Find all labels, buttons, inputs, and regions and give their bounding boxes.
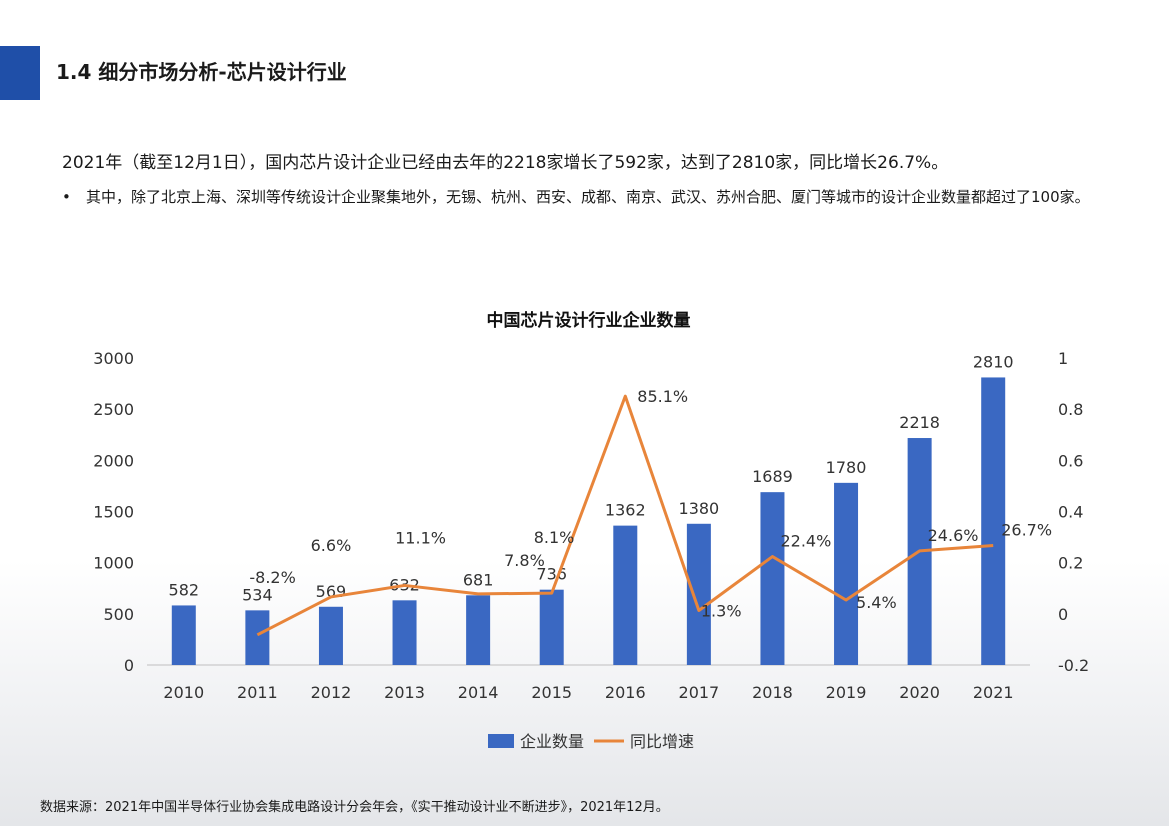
x-tick-label: 2015 xyxy=(531,683,572,702)
bar-value-label: 582 xyxy=(169,580,200,599)
bar xyxy=(466,595,491,665)
legend-bar-label: 企业数量 xyxy=(520,732,584,751)
x-tick-label: 2016 xyxy=(605,683,646,702)
growth-rate-label: 26.7% xyxy=(1001,521,1052,540)
intro-bullet-text: 其中，除了北京上海、深圳等传统设计企业聚集地外，无锡、杭州、西安、成都、南京、武… xyxy=(86,188,1090,206)
x-tick-label: 2010 xyxy=(163,683,204,702)
bar xyxy=(171,605,196,665)
growth-rate-label: -8.2% xyxy=(249,568,295,587)
growth-rate-label: 6.6% xyxy=(311,536,352,555)
y-left-tick-label: 1500 xyxy=(93,503,134,522)
growth-rate-label: 24.6% xyxy=(928,526,979,545)
y-left-tick-label: 3000 xyxy=(93,349,134,368)
bar xyxy=(834,482,859,665)
bar xyxy=(981,377,1006,665)
growth-rate-label: 8.1% xyxy=(534,528,575,547)
bullet-dot-icon: • xyxy=(62,188,71,206)
y-right-tick-label: 0.4 xyxy=(1058,503,1083,522)
bar xyxy=(539,589,564,665)
bar xyxy=(686,523,711,665)
y-right-tick-label: 0.2 xyxy=(1058,554,1083,573)
growth-rate-label: 85.1% xyxy=(637,387,688,406)
y-right-tick-label: 1 xyxy=(1058,349,1068,368)
x-tick-label: 2012 xyxy=(311,683,352,702)
bar-value-label: 534 xyxy=(242,585,273,604)
legend-line-label: 同比增速 xyxy=(630,732,694,751)
bar xyxy=(318,606,343,665)
y-right-tick-label: -0.2 xyxy=(1058,656,1089,675)
x-tick-label: 2011 xyxy=(237,683,278,702)
bar-value-label: 681 xyxy=(463,570,494,589)
bar xyxy=(245,610,270,665)
y-left-tick-label: 2500 xyxy=(93,400,134,419)
data-source-note: 数据来源：2021年中国半导体行业协会集成电路设计分会年会，《实干推动设计业不断… xyxy=(40,800,669,815)
growth-rate-label: 1.3% xyxy=(701,602,742,621)
x-tick-label: 2014 xyxy=(458,683,499,702)
y-right-tick-label: 0.6 xyxy=(1058,451,1083,470)
y-left-tick-label: 1000 xyxy=(93,554,134,573)
bar-value-label: 2810 xyxy=(973,352,1014,371)
bar-value-label: 1689 xyxy=(752,467,793,486)
growth-rate-label: 11.1% xyxy=(395,528,446,547)
x-tick-label: 2019 xyxy=(826,683,867,702)
growth-rate-label: 22.4% xyxy=(780,532,831,551)
y-right-tick-label: 0 xyxy=(1058,605,1068,624)
x-tick-label: 2017 xyxy=(679,683,720,702)
title-accent-bar xyxy=(0,46,40,100)
bar xyxy=(392,600,417,665)
growth-rate-line xyxy=(256,394,994,637)
intro-lead-text: 2021年（截至12月1日），国内芯片设计企业已经由去年的2218家增长了592… xyxy=(62,153,949,173)
x-tick-label: 2013 xyxy=(384,683,425,702)
bar xyxy=(613,525,638,665)
x-tick-label: 2018 xyxy=(752,683,793,702)
slide-title: 1.4 细分市场分析-芯片设计行业 xyxy=(56,60,347,84)
y-right-tick-label: 0.8 xyxy=(1058,400,1083,419)
y-left-tick-label: 0 xyxy=(124,656,134,675)
background-texture xyxy=(0,560,1169,826)
x-tick-label: 2021 xyxy=(973,683,1014,702)
bar xyxy=(760,492,785,665)
chart-title: 中国芯片设计行业企业数量 xyxy=(487,310,691,331)
y-left-tick-label: 2000 xyxy=(93,451,134,470)
bar-value-label: 1780 xyxy=(826,458,867,477)
bar-value-label: 1380 xyxy=(679,499,720,518)
growth-rate-label: 7.8% xyxy=(504,551,545,570)
intro-bullet: • 其中，除了北京上海、深圳等传统设计企业聚集地外，无锡、杭州、西安、成都、南京… xyxy=(62,184,1122,210)
legend-bar-swatch xyxy=(488,734,514,748)
growth-rate-label: 5.4% xyxy=(856,593,897,612)
x-tick-label: 2020 xyxy=(899,683,940,702)
bar-value-label: 1362 xyxy=(605,501,646,520)
bar-value-label: 2218 xyxy=(899,413,940,432)
y-left-tick-label: 500 xyxy=(103,605,134,624)
